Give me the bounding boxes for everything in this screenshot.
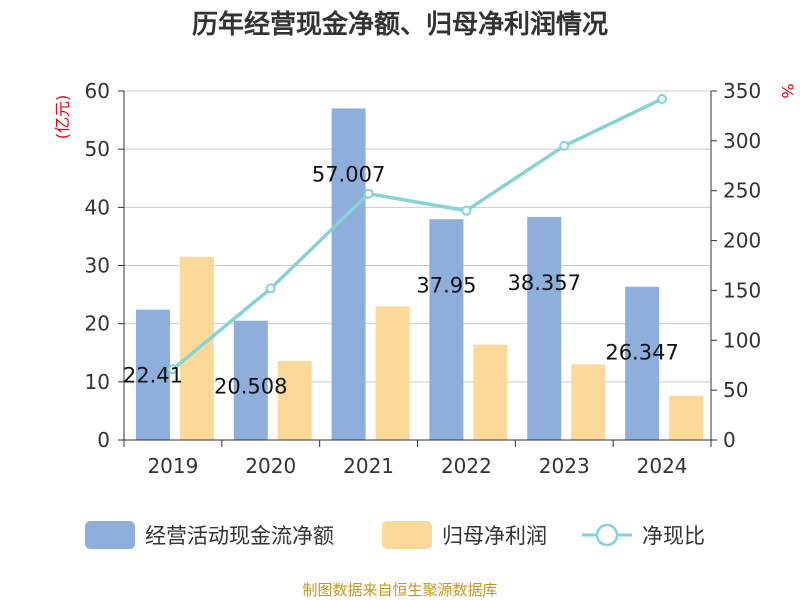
right-axis-unit: % (778, 83, 797, 98)
ratio-polyline (171, 97, 663, 371)
x-tick-label: 2022 (441, 454, 492, 478)
ratio-point (167, 364, 178, 375)
right-tick-label: 150 (723, 278, 761, 302)
bar-cashflow (527, 216, 562, 440)
data-label-cashflow: 37.95 (416, 273, 476, 297)
bar-cashflow (135, 309, 170, 440)
right-tick-label: 0 (723, 428, 736, 452)
bar-cashflow (625, 286, 660, 440)
data-labels: 22.41 20.508 57.007 37.95 38.357 26.347 (123, 162, 679, 398)
right-tick-label: 100 (723, 328, 761, 352)
bar-profit (375, 306, 410, 440)
bars (135, 108, 704, 440)
bar-profit (669, 395, 704, 440)
x-tick-label: 2021 (343, 454, 394, 478)
bar-cashflow (429, 219, 464, 440)
left-tick-label: 30 (85, 254, 110, 278)
data-label-cashflow: 38.357 (508, 271, 581, 295)
left-tick-label: 60 (85, 79, 110, 103)
right-tick-label: 50 (723, 378, 748, 402)
source-note: 制图数据来自恒生聚源数据库 (302, 581, 497, 599)
left-tick-label: 0 (97, 428, 110, 452)
x-tick-label: 2019 (147, 454, 198, 478)
data-label-cashflow: 57.007 (312, 162, 385, 186)
left-tick-label: 50 (85, 137, 110, 161)
legend-label-profit: 归母净利润 (442, 524, 547, 548)
right-tick-label: 250 (723, 179, 761, 203)
bar-cashflow (331, 108, 366, 440)
bar-profit (277, 360, 312, 440)
legend-label-cashflow: 经营活动现金流净额 (145, 524, 334, 548)
ratio-point (657, 93, 668, 104)
ratio-point (559, 140, 570, 151)
x-tick-label: 2023 (539, 454, 590, 478)
legend-marker-ratio (595, 523, 619, 547)
data-label-cashflow: 22.41 (123, 364, 183, 388)
left-axis-unit: (亿元) (53, 95, 72, 140)
x-tick-label: 2024 (637, 454, 688, 478)
bar-cashflow (233, 320, 268, 440)
right-tick-label: 300 (723, 129, 761, 153)
data-label-cashflow: 20.508 (214, 375, 287, 399)
ratio-point (363, 188, 374, 199)
legend-swatch-cashflow (85, 521, 135, 549)
left-tick-label: 10 (85, 370, 110, 394)
left-tick-label: 40 (85, 195, 110, 219)
legend: 经营活动现金流净额 归母净利润 净现比 (85, 521, 705, 549)
grid (124, 90, 711, 383)
bar-profit (473, 344, 508, 440)
right-tick-label: 350 (723, 79, 761, 103)
right-tick-label: 200 (723, 229, 761, 253)
data-label-cashflow: 26.347 (605, 341, 678, 365)
ratio-point (461, 205, 472, 216)
legend-label-ratio: 净现比 (642, 524, 705, 548)
legend-swatch-profit (382, 521, 432, 549)
bar-profit (571, 364, 606, 440)
ratio-point (265, 283, 276, 294)
chart-title: 历年经营现金净额、归母净利润情况 (192, 9, 608, 40)
ratio-line (167, 93, 668, 375)
left-tick-label: 20 (85, 312, 110, 336)
axes: 0 10 20 30 40 50 60 0 50 100 150 200 250 300 350 2019 20… (85, 79, 762, 478)
x-tick-label: 2020 (245, 454, 296, 478)
